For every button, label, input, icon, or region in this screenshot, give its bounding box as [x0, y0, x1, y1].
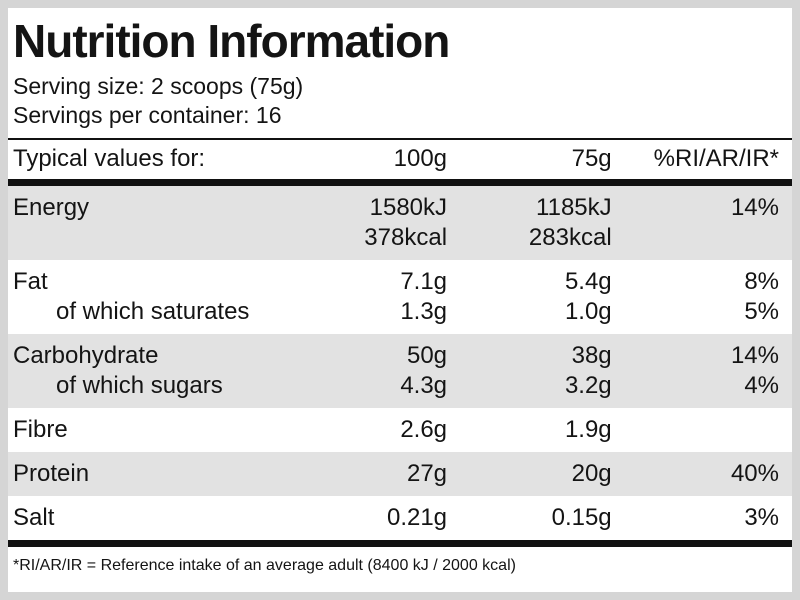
value-75g: 20g	[447, 452, 612, 496]
value-75g: 1.9g	[564, 416, 612, 443]
nutrition-label-card: Nutrition Information Serving size: 2 sc…	[8, 8, 792, 592]
row-label: Fat	[13, 268, 48, 295]
value-ri	[612, 408, 792, 452]
table-row-salt: Salt 0.21g 0.15g 3%	[8, 496, 792, 544]
row-label: of which sugars	[8, 371, 306, 408]
value-ri	[611, 223, 792, 260]
row-label: Fibre	[13, 416, 68, 443]
header-ri-ar-ir: %RI/AR/IR*	[611, 138, 792, 186]
table-row-energy-kcal: 378kcal 283kcal	[8, 223, 792, 260]
value-100g: 0.21g	[386, 504, 448, 531]
value-100g: 1.3g	[400, 298, 448, 325]
value-ri: 40%	[611, 452, 792, 496]
value-ri: 8%	[744, 268, 779, 295]
nutrition-table: Typical values for: 100g 75g %RI/AR/IR* …	[8, 138, 792, 547]
value-100g: 2.6g	[400, 416, 448, 443]
serving-info: Serving size: 2 scoops (75g) Servings pe…	[13, 72, 792, 130]
row-label: Salt	[13, 504, 55, 531]
value-100g: 27g	[305, 452, 448, 496]
row-label	[8, 223, 306, 260]
value-75g: 0.15g	[551, 504, 612, 531]
value-75g: 38g	[447, 334, 612, 371]
row-label: Protein	[8, 452, 306, 496]
value-75g: 1185kJ	[447, 180, 612, 223]
value-100g: 4.3g	[305, 371, 448, 408]
value-ri: 14%	[611, 334, 792, 371]
value-75g: 5.4g	[564, 268, 612, 295]
value-ri: 14%	[611, 180, 792, 223]
table-row-saturates: of which saturates 1.3g 1.0g 5%	[8, 297, 792, 334]
row-label: Energy	[8, 180, 306, 223]
table-row-fibre: Fibre 2.6g 1.9g	[8, 408, 792, 452]
value-ri: 5%	[744, 298, 779, 325]
value-75g: 1.0g	[564, 298, 612, 325]
value-ri: 4%	[611, 371, 792, 408]
value-100g: 1580kJ	[305, 180, 448, 223]
header-typical-values: Typical values for:	[8, 138, 306, 186]
value-ri: 3%	[744, 504, 779, 531]
serving-size-text: Serving size: 2 scoops (75g)	[13, 73, 304, 99]
servings-per-container-text: Servings per container: 16	[13, 102, 282, 128]
value-75g: 283kcal	[447, 223, 612, 260]
table-header-row: Typical values for: 100g 75g %RI/AR/IR*	[8, 138, 792, 186]
value-100g: 378kcal	[305, 223, 448, 260]
table-row-fat: Fat 7.1g 5.4g 8%	[8, 260, 792, 297]
value-100g: 7.1g	[400, 268, 448, 295]
label-title: Nutrition Information	[13, 15, 450, 67]
value-100g: 50g	[305, 334, 448, 371]
row-label: of which saturates	[56, 298, 250, 325]
table-row-carbohydrate: Carbohydrate 50g 38g 14%	[8, 334, 792, 371]
value-75g: 3.2g	[447, 371, 612, 408]
reference-intake-footnote: *RI/AR/IR = Reference intake of an avera…	[13, 557, 516, 574]
table-row-energy: Energy 1580kJ 1185kJ 14%	[8, 180, 792, 223]
header-75g: 75g	[447, 138, 612, 186]
table-row-sugars: of which sugars 4.3g 3.2g 4%	[8, 371, 792, 408]
header-100g: 100g	[305, 138, 448, 186]
row-label: Carbohydrate	[8, 334, 306, 371]
table-row-protein: Protein 27g 20g 40%	[8, 452, 792, 496]
